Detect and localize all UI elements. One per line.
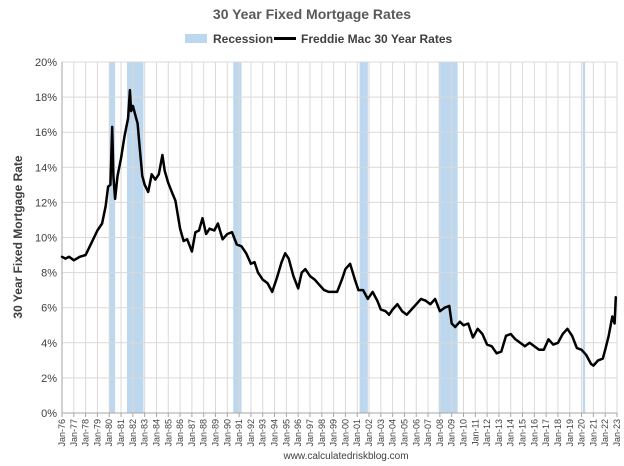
y-tick-label-7: 14% bbox=[35, 162, 57, 174]
x-tick-label-38: Jan-14 bbox=[506, 419, 516, 447]
x-tick-label-28: Jan-04 bbox=[388, 419, 398, 447]
x-tick-label-47: Jan-23 bbox=[612, 419, 622, 447]
x-tick-label-8: Jan-84 bbox=[151, 419, 161, 447]
x-tick-label-34: Jan-10 bbox=[458, 419, 468, 447]
y-tick-label-9: 18% bbox=[35, 92, 57, 104]
y-tick-label-10: 20% bbox=[35, 57, 57, 69]
x-tick-label-3: Jan-79 bbox=[92, 419, 102, 447]
x-tick-label-12: Jan-88 bbox=[199, 419, 209, 447]
y-tick-label-6: 12% bbox=[35, 197, 57, 209]
x-tick-label-26: Jan-02 bbox=[364, 419, 374, 447]
x-tick-label-39: Jan-15 bbox=[518, 419, 528, 447]
x-tick-label-19: Jan-95 bbox=[281, 419, 291, 447]
x-tick-label-33: Jan-09 bbox=[447, 419, 457, 447]
x-tick-label-1: Jan-77 bbox=[69, 419, 79, 447]
legend: Recession Freddie Mac 30 Year Rates bbox=[185, 32, 453, 46]
x-tick-label-25: Jan-01 bbox=[352, 419, 362, 447]
x-tick-label-23: Jan-99 bbox=[329, 419, 339, 447]
x-tick-label-14: Jan-90 bbox=[222, 419, 232, 447]
x-tick-label-41: Jan-17 bbox=[541, 419, 551, 447]
x-tick-label-6: Jan-82 bbox=[128, 419, 138, 447]
x-tick-label-22: Jan-98 bbox=[317, 419, 327, 447]
x-tick-label-37: Jan-13 bbox=[494, 419, 504, 447]
x-tick-label-21: Jan-97 bbox=[305, 419, 315, 447]
y-tick-label-2: 4% bbox=[41, 338, 57, 350]
x-tick-label-5: Jan-81 bbox=[116, 419, 126, 447]
x-tick-label-16: Jan-92 bbox=[246, 419, 256, 447]
legend-series-label: Freddie Mac 30 Year Rates bbox=[301, 32, 453, 46]
legend-recession-label: Recession bbox=[213, 32, 273, 46]
x-tick-label-44: Jan-20 bbox=[577, 419, 587, 447]
x-tick-label-35: Jan-11 bbox=[470, 419, 480, 446]
x-tick-label-40: Jan-16 bbox=[529, 419, 539, 447]
x-tick-label-2: Jan-78 bbox=[81, 419, 91, 447]
x-tick-label-30: Jan-06 bbox=[411, 419, 421, 447]
x-tick-label-11: Jan-87 bbox=[187, 419, 197, 447]
x-tick-label-29: Jan-05 bbox=[399, 419, 409, 447]
x-tick-label-18: Jan-94 bbox=[270, 419, 280, 447]
x-tick-label-45: Jan-21 bbox=[588, 419, 598, 447]
plot-area: 0% 2% 4% 6% 8% 10% 12% 14% 16% 18% 20% Jan-76 Jan-77… bbox=[35, 57, 622, 447]
x-tick-label-36: Jan-12 bbox=[482, 419, 492, 447]
x-tick-label-17: Jan-93 bbox=[258, 419, 268, 447]
y-tick-label-0: 0% bbox=[41, 408, 57, 420]
x-tick-label-42: Jan-18 bbox=[553, 419, 563, 447]
y-tick-label-5: 10% bbox=[35, 233, 57, 245]
x-tick-label-15: Jan-91 bbox=[234, 419, 244, 447]
series-line-0 bbox=[60, 88, 618, 367]
x-tick-label-24: Jan-00 bbox=[340, 419, 350, 447]
x-tick-label-27: Jan-03 bbox=[376, 419, 386, 447]
x-tick-label-13: Jan-89 bbox=[211, 419, 221, 447]
x-tick-label-31: Jan-07 bbox=[423, 419, 433, 447]
x-tick-label-32: Jan-08 bbox=[435, 419, 445, 447]
y-tick-label-3: 6% bbox=[41, 303, 57, 315]
y-tick-label-8: 16% bbox=[35, 127, 57, 139]
y-tick-label-4: 8% bbox=[41, 268, 57, 280]
y-tick-label-1: 2% bbox=[41, 373, 57, 385]
x-tick-label-4: Jan-80 bbox=[104, 419, 114, 447]
x-tick-label-7: Jan-83 bbox=[140, 419, 150, 447]
x-tick-label-10: Jan-86 bbox=[175, 419, 185, 447]
source-note: www.calculatedriskblog.com bbox=[282, 451, 408, 462]
x-tick-label-20: Jan-96 bbox=[293, 419, 303, 447]
chart-title: 30 Year Fixed Mortgage Rates bbox=[213, 6, 411, 22]
x-tick-label-0: Jan-76 bbox=[57, 419, 67, 447]
x-tick-label-46: Jan-22 bbox=[600, 419, 610, 447]
x-tick-label-43: Jan-19 bbox=[565, 419, 575, 447]
y-axis-label: 30 Year Fixed Mortgage Rate bbox=[11, 155, 25, 319]
legend-recession-swatch bbox=[185, 34, 207, 43]
x-tick-label-9: Jan-85 bbox=[163, 419, 173, 447]
